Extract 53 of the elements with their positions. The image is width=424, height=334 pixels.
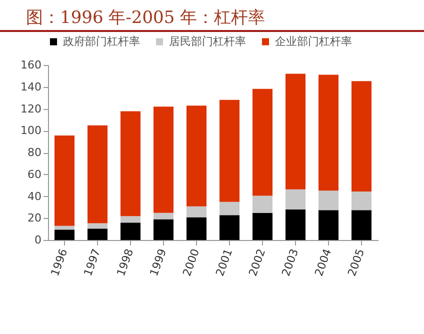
bar [186,206,206,218]
y-tick-label: 140 [20,80,42,94]
bar [252,88,272,196]
x-tick-label: 1999 [147,247,170,278]
bar [352,210,372,240]
bar [120,111,140,216]
bar [252,212,272,240]
x-tick-label: 2003 [279,247,302,278]
y-tick-label: 120 [20,102,42,116]
bar [352,81,372,192]
y-tick-label: 60 [28,168,42,181]
bar [120,222,140,240]
bar [352,191,372,210]
bar [318,190,338,210]
bar [286,74,306,190]
y-tick-label: 160 [20,58,42,72]
bar [220,100,240,202]
x-tick-label: 1997 [81,247,104,278]
bar [120,216,140,223]
x-tick-label: 2002 [246,247,268,278]
legend-label: 企业部门杠杆率 [275,34,352,48]
y-tick-label: 20 [28,212,42,225]
x-tick-label: 1998 [114,247,136,278]
x-tick-label: 1996 [48,247,70,278]
bar [220,202,240,216]
y-tick-label: 100 [20,124,42,138]
bar [220,215,240,240]
bar [286,189,306,210]
bar [154,219,174,240]
bar [54,226,74,230]
bar [154,106,174,213]
bar [154,212,174,220]
bar [88,228,108,240]
bar [318,210,338,240]
y-tick-label: 80 [28,146,42,159]
bar [54,230,74,240]
bar [88,125,108,224]
bar [88,223,108,229]
bar [252,196,272,213]
bar [286,209,306,240]
bar [318,74,338,191]
x-tick-label: 2001 [213,247,236,278]
y-tick-label: 40 [28,190,42,203]
x-tick-label: 2000 [180,247,202,278]
legend-label: 政府部门杠杆率 [63,34,140,48]
bar [54,135,74,226]
bar [186,217,206,240]
y-tick-label: 0 [34,234,42,246]
x-tick-label: 2005 [345,247,368,278]
chart-title: 图：1996 年-2005 年：杠杆率 [25,7,266,30]
legend-label: 居民部门杠杆率 [169,34,246,48]
x-tick-label: 2004 [312,247,334,278]
bar [186,106,206,206]
